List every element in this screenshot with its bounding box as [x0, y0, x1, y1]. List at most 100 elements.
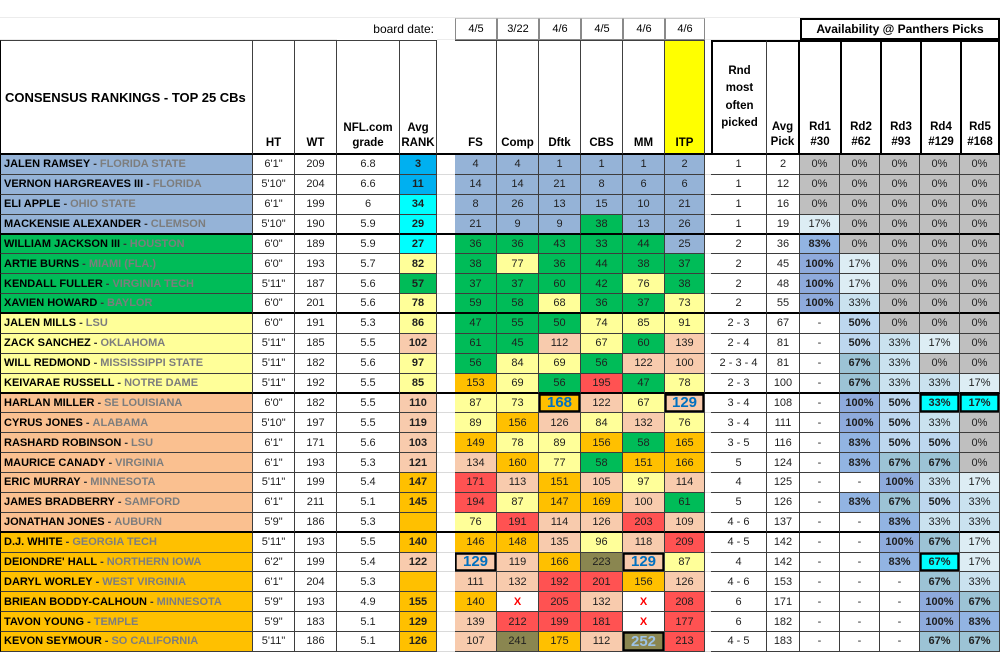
cell-rd3-availability[interactable]: 50%: [880, 413, 920, 434]
cell-cbs[interactable]: 195: [581, 373, 623, 394]
cell-comp[interactable]: 9: [497, 214, 539, 235]
cell-fs[interactable]: 36: [455, 234, 497, 255]
cell-mm[interactable]: 47: [623, 373, 665, 394]
cell-rnd-most-often-picked[interactable]: 2 - 4: [711, 333, 767, 354]
cell-ht[interactable]: 5'10": [253, 214, 295, 235]
cell-ht[interactable]: 5'11": [253, 532, 295, 553]
cell-wt[interactable]: 193: [295, 254, 337, 275]
col-header-cbs[interactable]: CBS: [581, 40, 623, 155]
cell-grade[interactable]: 5.4: [337, 552, 400, 573]
cell-rnd-most-often-picked[interactable]: 2: [711, 234, 767, 255]
cell-comp[interactable]: 55: [497, 314, 539, 334]
cell-rd1-availability[interactable]: 100%: [800, 294, 840, 314]
cell-grade[interactable]: 5.5: [337, 393, 400, 414]
cell-comp[interactable]: 73: [497, 393, 539, 414]
cell-fs[interactable]: 21: [455, 214, 497, 235]
cell-rd4-availability[interactable]: 33%: [920, 373, 960, 394]
cell-rd2-availability[interactable]: -: [840, 572, 880, 593]
cell-avg-rank[interactable]: 3: [400, 155, 437, 175]
cell-ht[interactable]: 6'1": [253, 433, 295, 454]
cell-fs[interactable]: 61: [455, 333, 497, 354]
cell-avg-pick[interactable]: 36: [767, 234, 800, 255]
col-header-comp[interactable]: Comp: [497, 40, 539, 155]
cell-comp[interactable]: 36: [497, 234, 539, 255]
cell-mm[interactable]: 38: [623, 254, 665, 275]
cell-rd1-availability[interactable]: -: [800, 333, 840, 354]
cell-grade[interactable]: 5.3: [337, 512, 400, 533]
cell-itp[interactable]: 25: [665, 234, 705, 255]
cell-itp[interactable]: 139: [665, 333, 705, 354]
cell-wt[interactable]: 186: [295, 632, 337, 652]
cell-fs[interactable]: 134: [455, 453, 497, 473]
board-date-cbs[interactable]: 4/5: [581, 18, 623, 40]
cell-ht[interactable]: 6'0": [253, 294, 295, 314]
cell-cbs[interactable]: 156: [581, 433, 623, 454]
cell-avg-rank[interactable]: 102: [400, 333, 437, 354]
cell-rd5-availability[interactable]: 17%: [960, 532, 1000, 553]
cell-rd1-availability[interactable]: -: [800, 532, 840, 553]
cell-rd4-availability[interactable]: 0%: [920, 214, 960, 235]
cell-mm[interactable]: 156: [623, 572, 665, 593]
cell-player[interactable]: RASHARD ROBINSON - LSU: [0, 433, 253, 454]
cell-avg-pick[interactable]: 19: [767, 214, 800, 235]
cell-rnd-most-often-picked[interactable]: 3 - 4: [711, 393, 767, 414]
cell-cbs[interactable]: 36: [581, 294, 623, 314]
cell-rd1-availability[interactable]: -: [800, 512, 840, 533]
cell-wt[interactable]: 186: [295, 512, 337, 533]
cell-rd4-availability[interactable]: 33%: [920, 413, 960, 434]
cell-grade[interactable]: 6.8: [337, 155, 400, 175]
cell-avg-rank[interactable]: 126: [400, 632, 437, 652]
cell-rd4-availability[interactable]: 0%: [920, 274, 960, 295]
cell-mm[interactable]: 37: [623, 294, 665, 314]
cell-dftk[interactable]: 50: [539, 314, 581, 334]
cell-rd2-availability[interactable]: 50%: [840, 314, 880, 334]
cell-avg-pick[interactable]: 67: [767, 314, 800, 334]
cell-rd4-availability[interactable]: 33%: [920, 393, 960, 414]
cell-avg-pick[interactable]: 153: [767, 572, 800, 593]
cell-rd5-availability[interactable]: 17%: [960, 393, 1000, 414]
cell-grade[interactable]: 5.3: [337, 453, 400, 473]
cell-ht[interactable]: 5'10": [253, 174, 295, 195]
cell-avg-rank[interactable]: 155: [400, 592, 437, 613]
cell-rd2-availability[interactable]: 17%: [840, 274, 880, 295]
cell-rd1-availability[interactable]: -: [800, 314, 840, 334]
cell-avg-pick[interactable]: 81: [767, 353, 800, 374]
cell-rd4-availability[interactable]: 0%: [920, 174, 960, 195]
cell-rd4-availability[interactable]: 0%: [920, 314, 960, 334]
cell-rd5-availability[interactable]: 17%: [960, 552, 1000, 573]
cell-rnd-most-often-picked[interactable]: 5: [711, 453, 767, 473]
cell-itp[interactable]: 100: [665, 353, 705, 374]
cell-comp[interactable]: 119: [497, 552, 539, 573]
cell-rnd-most-often-picked[interactable]: 6: [711, 592, 767, 613]
cell-mm[interactable]: 122: [623, 353, 665, 374]
cell-rnd-most-often-picked[interactable]: 1: [711, 174, 767, 195]
cell-rd3-availability[interactable]: -: [880, 612, 920, 632]
cell-mm[interactable]: 6: [623, 174, 665, 195]
cell-grade[interactable]: 5.6: [337, 353, 400, 374]
cell-avg-pick[interactable]: 142: [767, 552, 800, 573]
cell-ht[interactable]: 6'0": [253, 234, 295, 255]
cell-fs[interactable]: 8: [455, 194, 497, 215]
cell-rd1-availability[interactable]: 0%: [800, 174, 840, 195]
cell-ht[interactable]: 6'1": [253, 194, 295, 215]
cell-comp[interactable]: 191: [497, 512, 539, 533]
cell-avg-pick[interactable]: 2: [767, 155, 800, 175]
cell-ht[interactable]: 5'11": [253, 333, 295, 354]
cell-cbs[interactable]: 33: [581, 234, 623, 255]
cell-rd5-availability[interactable]: 0%: [960, 234, 1000, 255]
cell-rd5-availability[interactable]: 0%: [960, 174, 1000, 195]
cell-mm[interactable]: 85: [623, 314, 665, 334]
cell-rd3-availability[interactable]: 0%: [880, 314, 920, 334]
board-date-comp[interactable]: 3/22: [497, 18, 539, 40]
cell-ht[interactable]: 5'11": [253, 473, 295, 493]
cell-itp[interactable]: 87: [665, 552, 705, 573]
cell-rnd-most-often-picked[interactable]: 2 - 3: [711, 373, 767, 394]
cell-comp[interactable]: 148: [497, 532, 539, 553]
cell-rd5-availability[interactable]: 17%: [960, 473, 1000, 493]
cell-fs[interactable]: 89: [455, 413, 497, 434]
cell-mm[interactable]: 60: [623, 333, 665, 354]
cell-rd5-availability[interactable]: 67%: [960, 632, 1000, 652]
cell-dftk[interactable]: 69: [539, 353, 581, 374]
cell-rd3-availability[interactable]: 83%: [880, 512, 920, 533]
cell-grade[interactable]: 5.4: [337, 473, 400, 493]
